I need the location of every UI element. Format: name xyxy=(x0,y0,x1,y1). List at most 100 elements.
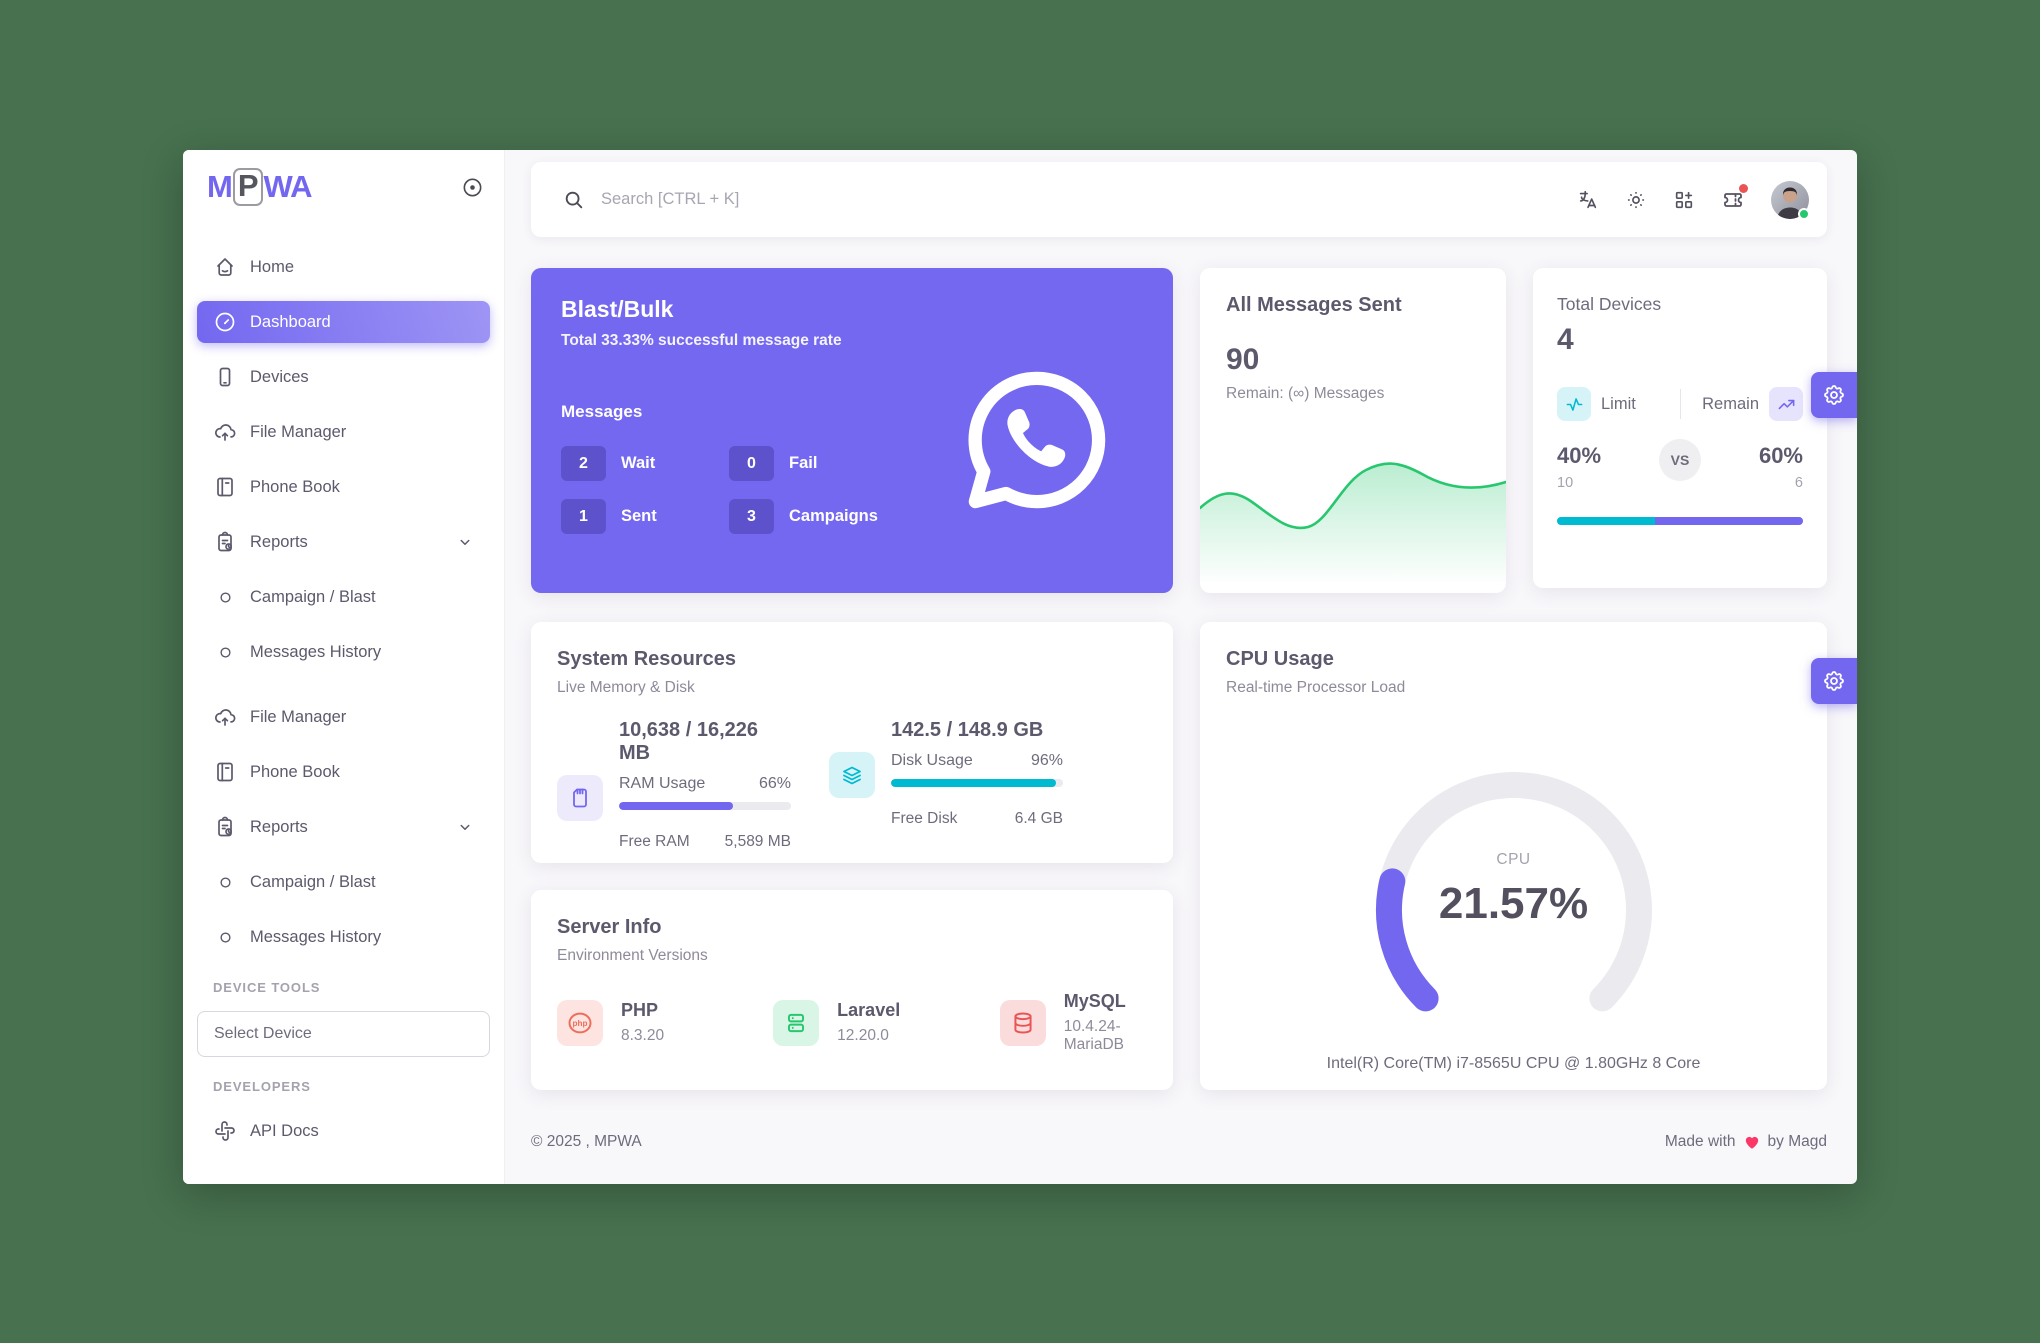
limit-label: Limit xyxy=(1601,394,1636,413)
devices-title: Total Devices xyxy=(1557,294,1662,314)
cloud-upload-icon xyxy=(213,420,237,444)
limit-bar-segment xyxy=(1557,517,1656,525)
sidebar-item-label: API Docs xyxy=(250,1121,319,1140)
search-input[interactable] xyxy=(601,190,1577,209)
credit-prefix: Made with xyxy=(1664,1133,1736,1150)
sidebar-item-dashboard[interactable]: Dashboard xyxy=(197,301,490,343)
search-icon xyxy=(563,189,585,211)
laravel-item: Laravel 12.20.0 xyxy=(773,991,1000,1054)
mysql-database-icon xyxy=(999,999,1046,1046)
chevron-down-icon xyxy=(456,533,474,551)
dashboard-icon xyxy=(213,310,237,334)
notifications-ticket-icon[interactable] xyxy=(1721,183,1748,212)
sidebar-item-reports-2[interactable]: Reports xyxy=(197,806,490,848)
sidebar-item-campaign-blast-2[interactable]: Campaign / Blast xyxy=(197,861,490,903)
heart-icon xyxy=(1743,1133,1761,1151)
stat-fail-label: Fail xyxy=(789,454,818,472)
ram-usage-percent: 66% xyxy=(758,775,791,792)
sidebar-item-phone-book-2[interactable]: Phone Book xyxy=(197,751,490,793)
topbar xyxy=(531,162,1827,237)
sidebar-item-messages-history[interactable]: Messages History xyxy=(197,631,490,673)
sidebar-item-label: File Manager xyxy=(250,707,347,726)
sidebar-item-label: File Manager xyxy=(250,422,347,441)
blast-bulk-card: Blast/Bulk Total 33.33% successful messa… xyxy=(531,268,1173,593)
language-icon[interactable] xyxy=(1577,189,1599,211)
remain-value: 6 xyxy=(1794,475,1803,491)
cpu-title: CPU Usage xyxy=(1226,648,1334,670)
submenu-circle-icon xyxy=(213,870,237,894)
home-icon xyxy=(213,255,237,279)
sidebar-collapse-icon[interactable] xyxy=(461,176,484,199)
customizer-gear-button-top[interactable] xyxy=(1811,372,1857,418)
cloud-upload-icon xyxy=(213,705,237,729)
sidebar-item-campaign-blast[interactable]: Campaign / Blast xyxy=(197,576,490,618)
stat-wait-value: 2 xyxy=(561,446,606,481)
sidebar-item-phone-book[interactable]: Phone Book xyxy=(197,466,490,508)
free-disk-label: Free Disk xyxy=(891,810,958,827)
sidebar-item-label: Reports xyxy=(250,532,308,551)
divider xyxy=(1680,389,1681,419)
vs-badge: VS xyxy=(1659,439,1701,481)
free-ram-value: 5,589 MB xyxy=(724,833,791,850)
shortcuts-grid-icon[interactable] xyxy=(1673,189,1695,211)
customizer-gear-button-bottom[interactable] xyxy=(1811,658,1857,704)
app-logo[interactable]: M P WA xyxy=(207,168,312,206)
sidebar-item-file-manager[interactable]: File Manager xyxy=(197,411,490,453)
select-device-label: Select Device xyxy=(214,1025,312,1042)
sidebar-item-label: Phone Book xyxy=(250,762,340,781)
sidebar-item-label: Campaign / Blast xyxy=(250,587,376,606)
sidebar-item-label: Messages History xyxy=(250,927,382,946)
php-version: 8.3.20 xyxy=(621,1027,665,1044)
mysql-version: 10.4.24-MariaDB xyxy=(1063,1018,1125,1053)
sidebar-item-messages-history-2[interactable]: Messages History xyxy=(197,916,490,958)
laravel-server-icon xyxy=(773,999,820,1046)
section-device-tools: DEVICE TOOLS xyxy=(213,980,321,995)
laravel-version: 12.20.0 xyxy=(837,1027,889,1044)
disk-usage-value: 142.5 / 148.9 GB xyxy=(891,719,1044,741)
cpu-description: Intel(R) Core(TM) i7-8565U CPU @ 1.80GHz… xyxy=(1326,1055,1701,1072)
stat-wait-label: Wait xyxy=(621,454,656,472)
mysql-item: MySQL 10.4.24-MariaDB xyxy=(999,991,1147,1054)
sidebar-item-home[interactable]: Home xyxy=(197,246,490,288)
theme-sun-icon[interactable] xyxy=(1625,189,1647,211)
disk-usage-percent: 96% xyxy=(1030,752,1063,769)
credit-suffix: by Magd xyxy=(1767,1133,1827,1150)
messages-sparkline-chart xyxy=(1200,462,1506,585)
blast-messages-label: Messages xyxy=(561,402,643,421)
avatar[interactable] xyxy=(1771,180,1810,220)
disk-usage-label: Disk Usage xyxy=(891,752,973,769)
laravel-name: Laravel xyxy=(837,1000,901,1020)
stat-fail-value: 0 xyxy=(729,446,774,481)
submenu-circle-icon xyxy=(213,640,237,664)
resources-title: System Resources xyxy=(557,648,736,670)
ram-icon xyxy=(557,775,603,821)
sidebar-item-label: Dashboard xyxy=(250,312,331,331)
messages-remain: Remain: (∞) Messages xyxy=(1226,385,1385,402)
sidebar-item-reports[interactable]: Reports xyxy=(197,521,490,563)
sidebar-item-label: Devices xyxy=(250,367,309,386)
footer: © 2025 , MPWA Made with by Magd xyxy=(531,1120,1827,1164)
php-item: php PHP 8.3.20 xyxy=(557,991,773,1054)
sidebar-item-file-manager-2[interactable]: File Manager xyxy=(197,696,490,738)
logo-p: P xyxy=(232,168,263,206)
logo-m: M xyxy=(207,169,233,204)
api-docs-icon xyxy=(213,1119,237,1143)
whatsapp-icon xyxy=(953,356,1121,524)
select-device-dropdown[interactable]: Select Device xyxy=(197,1011,490,1057)
sidebar-item-label: Messages History xyxy=(250,642,382,661)
stat-sent-label: Sent xyxy=(621,507,657,525)
free-disk-value: 6.4 GB xyxy=(1014,810,1063,827)
sidebar-item-label: Campaign / Blast xyxy=(250,872,376,891)
sidebar-item-label: Home xyxy=(250,257,295,276)
remain-side: Remain xyxy=(1702,387,1803,421)
remain-trending-icon xyxy=(1769,387,1803,421)
sidebar-item-devices[interactable]: Devices xyxy=(197,356,490,398)
ram-usage-label: RAM Usage xyxy=(619,775,706,792)
ram-usage-value: 10,638 / 16,226 MB xyxy=(619,719,759,764)
online-status-dot xyxy=(1798,207,1810,220)
cpu-gauge-chart: CPU 21.57% xyxy=(1344,755,1684,1027)
remain-bar-segment xyxy=(1655,517,1803,525)
resources-subtitle: Live Memory & Disk xyxy=(557,679,695,696)
stat-sent-value: 1 xyxy=(561,499,606,534)
sidebar-item-api-docs[interactable]: API Docs xyxy=(197,1110,490,1152)
